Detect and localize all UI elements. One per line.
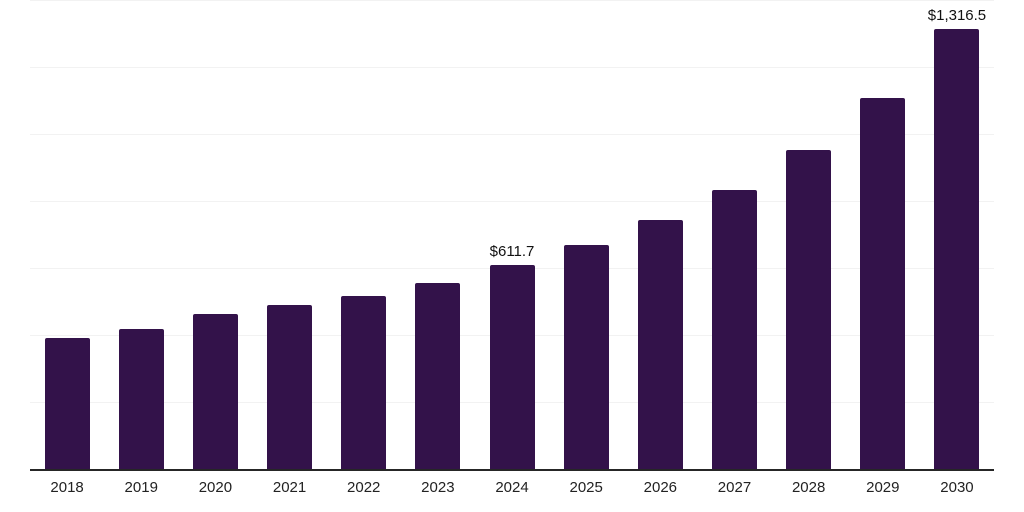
x-tick-label-2028: 2028 bbox=[791, 479, 826, 496]
gridline-1000 bbox=[30, 134, 994, 135]
value-label-2024: $611.7 bbox=[489, 243, 535, 261]
bar-slot-2027 bbox=[697, 1, 771, 470]
bar-2019 bbox=[118, 328, 164, 470]
x-tick-label-2019: 2019 bbox=[124, 479, 158, 496]
bar-2024: $611.7 bbox=[489, 243, 535, 470]
x-tick-label-2023: 2023 bbox=[421, 479, 455, 496]
bar-slot-2025 bbox=[549, 1, 623, 470]
bar-slot-2019 bbox=[104, 1, 178, 470]
bar-2028 bbox=[786, 149, 832, 470]
bar-slot-2028 bbox=[772, 1, 846, 470]
bar-2025 bbox=[563, 244, 609, 470]
bar-2030: $1,316.5 bbox=[928, 7, 986, 470]
bar-slot-2024: $611.7 bbox=[475, 1, 549, 470]
x-tick-label-2029: 2029 bbox=[866, 479, 900, 496]
bar-2018 bbox=[44, 337, 90, 470]
bar-2029 bbox=[860, 97, 906, 470]
bar-2027 bbox=[711, 189, 757, 470]
bars: $611.7 $1,316.5 bbox=[30, 1, 994, 470]
x-tick-label-2025: 2025 bbox=[569, 479, 603, 496]
x-tick-label-2020: 2020 bbox=[198, 479, 233, 496]
bar-2020 bbox=[192, 313, 238, 470]
bar-2021 bbox=[267, 304, 313, 470]
plot-area: $611.7 $1,316.5 bbox=[30, 0, 994, 470]
bar-slot-2020 bbox=[178, 1, 252, 470]
bar-slot-2029 bbox=[846, 1, 920, 470]
x-tick-label-2024: 2024 bbox=[495, 479, 529, 496]
x-tick-label-2026: 2026 bbox=[643, 479, 678, 496]
value-label-2030: $1,316.5 bbox=[927, 6, 987, 24]
bar-slot-2026 bbox=[623, 1, 697, 470]
x-tick-label-2022: 2022 bbox=[347, 479, 381, 496]
bar-slot-2022 bbox=[327, 1, 401, 470]
bar-slot-2030: $1,316.5 bbox=[920, 1, 994, 470]
bar-slot-2023 bbox=[401, 1, 475, 470]
x-tick-label-2021: 2021 bbox=[272, 479, 307, 496]
x-axis-tick-labels: 2018 2019 2020 2021 2022 2023 2024 2025 2026 2027… bbox=[30, 479, 994, 496]
x-tick-label-2018: 2018 bbox=[50, 479, 84, 496]
gridline-1200 bbox=[30, 67, 994, 68]
x-tick-label-2030: 2030 bbox=[940, 479, 974, 496]
x-axis-line bbox=[30, 469, 994, 471]
x-tick-label-2027: 2027 bbox=[717, 479, 752, 496]
bar-2026 bbox=[637, 219, 683, 470]
gridline-800 bbox=[30, 201, 994, 202]
bar-slot-2018 bbox=[30, 1, 104, 470]
bar-slot-2021 bbox=[252, 1, 326, 470]
bar-2022 bbox=[341, 295, 387, 470]
gridline-1400 bbox=[30, 0, 994, 1]
bar-2023 bbox=[415, 282, 461, 470]
